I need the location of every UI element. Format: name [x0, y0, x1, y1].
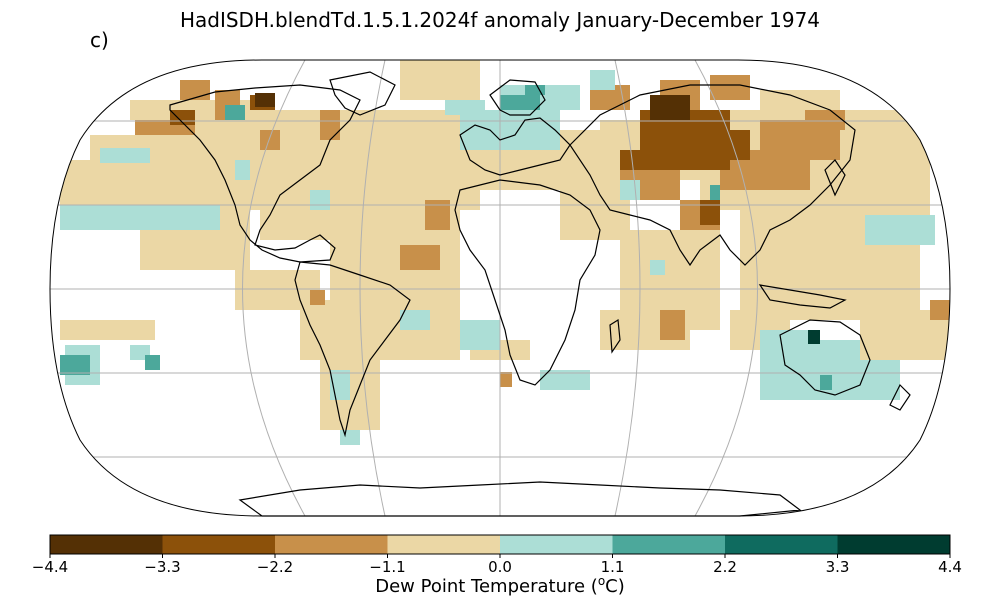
- colorbar-bin: [50, 535, 163, 554]
- graticule: [50, 60, 950, 516]
- colorbar-ticks: [49, 554, 951, 558]
- colorbar-label-suffix: C): [605, 576, 625, 597]
- colorbar-tick-label: 1.1: [600, 558, 625, 576]
- anomaly-fill-light-teal: [60, 70, 935, 445]
- colorbar-bin: [837, 535, 951, 554]
- coastlines: [169, 71, 911, 517]
- colorbar-tick-label: −4.4: [31, 558, 69, 576]
- map-title: HadISDH.blendTd.1.5.1.2024f anomaly Janu…: [179, 8, 821, 32]
- colorbar-tick-label: −2.2: [256, 558, 294, 576]
- map-outline: [49, 59, 951, 517]
- colorbar-label-superscript: o: [597, 574, 606, 588]
- colorbar-bin: [725, 535, 838, 554]
- anomaly-fill-darkest-brown: [255, 93, 690, 120]
- colorbar-tick-label: −1.1: [369, 558, 406, 576]
- panel-label: c): [90, 28, 109, 52]
- colorbar-bin: [162, 535, 276, 554]
- anomaly-fill-medium-teal: [60, 85, 832, 390]
- colorbar-tick-label: 4.4: [938, 558, 962, 576]
- colorbar-label-prefix: Dew Point Temperature (: [375, 576, 598, 597]
- colorbar-tick-label: 0.0: [488, 558, 512, 576]
- colorbar-label: Dew Point Temperature (oC): [0, 574, 1000, 597]
- colorbar-tick-label: −3.3: [144, 558, 181, 576]
- colorbar-bins: [50, 535, 951, 554]
- colorbar-tick-label: 3.3: [825, 558, 850, 576]
- colorbar-bin: [612, 535, 726, 554]
- colorbar-tick-label: 2.2: [713, 558, 737, 576]
- world-map: [49, 59, 951, 517]
- anomaly-cells: [60, 60, 950, 445]
- colorbar-bin: [500, 535, 613, 554]
- colorbar-bin: [387, 535, 501, 554]
- colorbar-bin: [275, 535, 388, 554]
- anomaly-fill-dark-teal: [808, 330, 820, 344]
